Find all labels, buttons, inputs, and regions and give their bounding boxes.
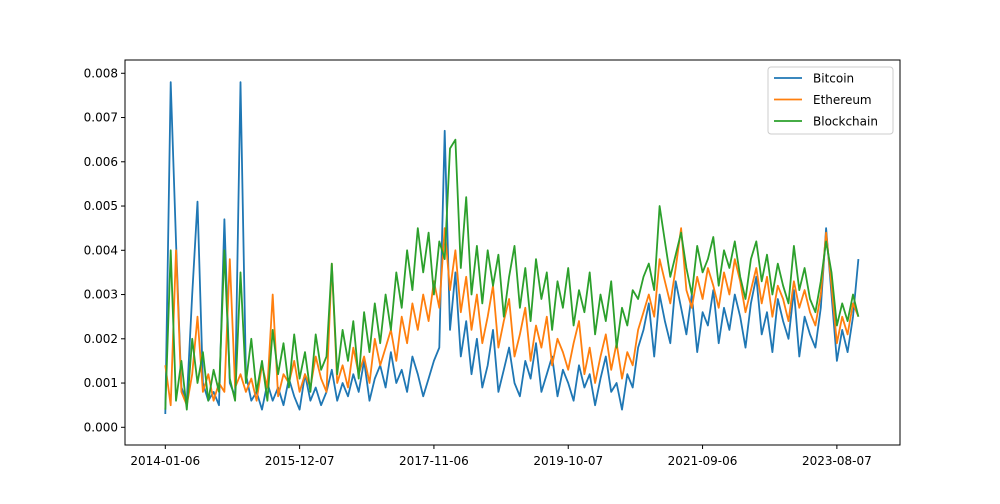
x-axis: 2014-01-06 2015-12-07 2017-11-06 2019-10-07… — [130, 445, 872, 468]
x-tick-label: 2015-12-07 — [265, 454, 335, 468]
series-line-blockchain — [164, 138, 860, 411]
y-tick-label: 0.007 — [84, 111, 118, 125]
y-tick-label: 0.001 — [84, 376, 118, 390]
legend-label: Blockchain — [813, 115, 878, 129]
series-line-bitcoin — [164, 81, 860, 415]
x-tick-label: 2014-01-06 — [130, 454, 200, 468]
y-tick-label: 0.004 — [84, 243, 118, 257]
legend-label: Bitcoin — [813, 72, 854, 86]
x-tick-label: 2021-09-06 — [668, 454, 738, 468]
y-tick-label: 0.006 — [84, 155, 118, 169]
x-tick-label: 2019-10-07 — [533, 454, 603, 468]
y-axis: 0.000 0.001 0.002 0.003 0.004 0.005 0.006 0.007… — [84, 66, 125, 434]
y-tick-label: 0.002 — [84, 332, 118, 346]
y-tick-label: 0.000 — [84, 420, 118, 434]
y-tick-label: 0.008 — [84, 66, 118, 80]
x-tick-label: 2023-08-07 — [802, 454, 872, 468]
y-tick-label: 0.003 — [84, 288, 118, 302]
legend: Bitcoin Ethereum Blockchain — [767, 66, 894, 135]
series-lines — [164, 81, 860, 415]
legend-label: Ethereum — [813, 93, 872, 107]
series-line-ethereum — [164, 227, 860, 407]
legend-box — [767, 66, 894, 135]
x-tick-label: 2017-11-06 — [399, 454, 469, 468]
y-tick-label: 0.005 — [84, 199, 118, 213]
plot-frame — [124, 59, 901, 446]
